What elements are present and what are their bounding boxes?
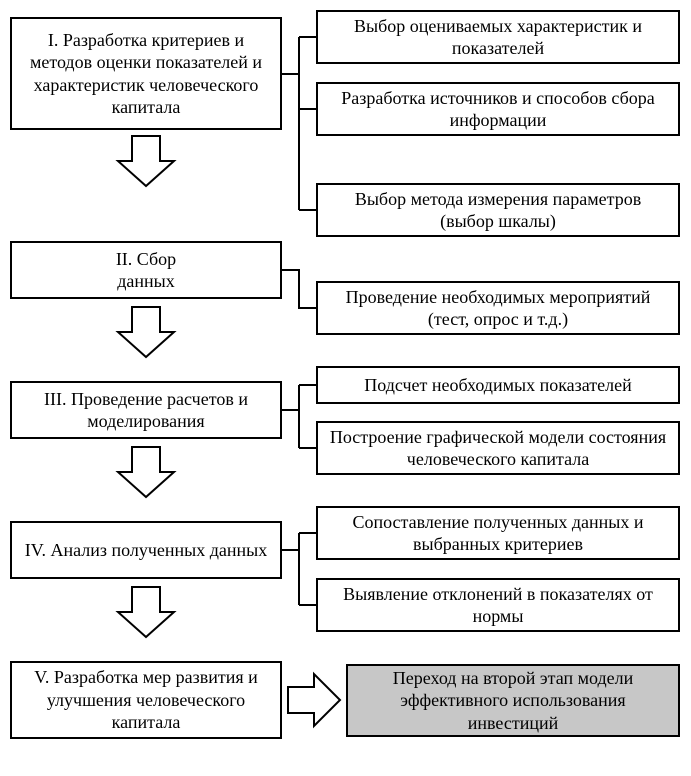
stage-1: I. Разработка критериев и методов оценки… [10, 17, 282, 130]
sub-8: Выявление отклонений в показателях от но… [316, 578, 680, 632]
arrow-down-2 [118, 307, 174, 357]
arrow-down-1 [118, 136, 174, 186]
sub-3-label: Выбор метода измерения параметров (выбор… [326, 188, 670, 233]
stage-2: II. Сборданных [10, 241, 282, 299]
stage-4: IV. Анализ полученных данных [10, 521, 282, 579]
bracket-1 [282, 37, 316, 210]
arrow-down-4 [118, 587, 174, 637]
arrow-right-final [288, 674, 340, 726]
sub-3: Выбор метода измерения параметров (выбор… [316, 183, 680, 237]
sub-4: Проведение необходимых мероприя­тий (тес… [316, 281, 680, 335]
sub-1-label: Выбор оцениваемых характеристик и показа… [326, 15, 670, 60]
stage-5: V. Разработка мер развития и улучшения ч… [10, 661, 282, 739]
sub-4-label: Проведение необходимых мероприя­тий (тес… [326, 286, 670, 331]
stage-2-label: II. Сборданных [116, 248, 176, 293]
sub-2: Разработка источников и способов сбора и… [316, 82, 680, 136]
sub-5-label: Подсчет необходимых показателей [364, 374, 632, 397]
sub-5: Подсчет необходимых показателей [316, 366, 680, 404]
sub-7-label: Сопоставление полученных данных и выбран… [326, 511, 670, 556]
sub-7: Сопоставление полученных данных и выбран… [316, 506, 680, 560]
sub-8-label: Выявление отклонений в показателях от но… [326, 583, 670, 628]
flowchart-root: I. Разработка критериев и методов оценки… [10, 10, 681, 766]
bracket-4 [282, 533, 316, 605]
stage-3-label: III. Проведение расчетов и моделирования [20, 388, 272, 433]
arrow-down-3 [118, 447, 174, 497]
bracket-2 [282, 270, 316, 308]
sub-2-label: Разработка источников и способов сбора и… [326, 87, 670, 132]
bracket-3 [282, 385, 316, 448]
stage-4-label: IV. Анализ полученных данных [25, 539, 267, 562]
stage-3: III. Проведение расчетов и моделирования [10, 381, 282, 439]
stage-1-label: I. Разработка критериев и методов оценки… [20, 29, 272, 119]
final-box: Переход на второй этап модели эффективно… [346, 664, 680, 737]
sub-6-label: Построение графической модели со­стояния… [326, 426, 670, 471]
stage-5-label: V. Разработка мер развития и улучшения ч… [20, 666, 272, 734]
sub-6: Построение графической модели со­стояния… [316, 421, 680, 475]
final-label: Переход на второй этап модели эффективно… [356, 667, 670, 735]
sub-1: Выбор оцениваемых характеристик и показа… [316, 10, 680, 64]
